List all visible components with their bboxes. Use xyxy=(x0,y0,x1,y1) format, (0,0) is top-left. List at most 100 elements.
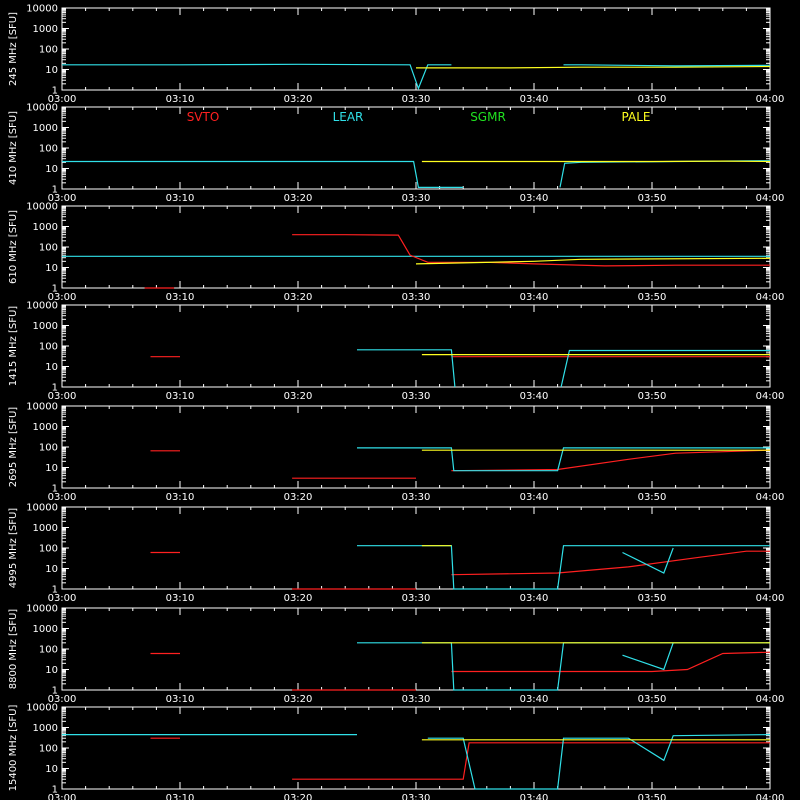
x-tick-label: 03:20 xyxy=(284,292,313,303)
y-tick-label: 100 xyxy=(39,544,58,555)
x-tick-label: 03:20 xyxy=(284,593,313,604)
y-tick-label: 1000 xyxy=(33,422,58,433)
y-tick-label: 10 xyxy=(45,263,58,274)
panel-5: 1 10 100 1000 10000 03:00 03:10 03:20 03:30 03:40… xyxy=(8,402,784,504)
y-tick-label: 10000 xyxy=(26,604,58,615)
series-lear-line xyxy=(563,64,771,67)
x-tick-label: 03:10 xyxy=(166,94,195,105)
y-tick-label: 1000 xyxy=(33,723,58,734)
x-tick-label: 03:40 xyxy=(520,793,549,800)
series-svto-line xyxy=(292,742,770,780)
x-tick-label: 03:50 xyxy=(638,292,667,303)
series-svto-line xyxy=(451,651,771,673)
x-tick-label: 03:00 xyxy=(48,391,77,402)
y-axis-label: 410 MHz [SFU] xyxy=(8,111,19,185)
y-tick-label: 10000 xyxy=(26,703,58,714)
x-tick-label: 03:10 xyxy=(166,593,195,604)
series-lear-line xyxy=(622,547,674,574)
x-tick-label: 03:30 xyxy=(402,94,431,105)
y-axis-label: 15400 MHz [SFU] xyxy=(8,705,19,792)
x-tick-label: 03:50 xyxy=(638,694,667,705)
panel-6: 1 10 100 1000 10000 03:00 03:10 03:20 03:30 03:40… xyxy=(8,503,784,605)
series-lear-line xyxy=(62,160,464,188)
x-tick-label: 04:00 xyxy=(756,292,785,303)
x-tick-label: 03:20 xyxy=(284,94,313,105)
x-tick-label: 03:10 xyxy=(166,694,195,705)
series-lear-line xyxy=(357,349,456,388)
panel-1: 1 10 100 1000 10000 03:00 03:10 03:20 03:30 03:40… xyxy=(8,4,784,106)
x-tick-label: 03:20 xyxy=(284,793,313,800)
x-tick-label: 03:00 xyxy=(48,793,77,800)
y-tick-label: 1000 xyxy=(33,624,58,635)
x-tick-label: 03:00 xyxy=(48,694,77,705)
y-axis-label: 610 MHz [SFU] xyxy=(8,210,19,284)
series-lear-line xyxy=(62,63,452,91)
x-tick-label: 03:00 xyxy=(48,292,77,303)
y-tick-label: 1000 xyxy=(33,523,58,534)
x-tick-label: 03:50 xyxy=(638,193,667,204)
y-axis-label: 1415 MHz [SFU] xyxy=(8,306,19,387)
y-axis-label: 2695 MHz [SFU] xyxy=(8,407,19,488)
y-tick-label: 10000 xyxy=(26,4,58,15)
legend-entry-lear: LEAR xyxy=(333,110,364,124)
y-tick-label: 1 xyxy=(52,585,58,596)
x-tick-label: 03:00 xyxy=(48,492,77,503)
y-tick-label: 10 xyxy=(45,362,58,373)
y-tick-label: 10000 xyxy=(26,103,58,114)
panel-7: 1 10 100 1000 10000 03:00 03:10 03:20 03:30 03:40… xyxy=(8,604,784,706)
x-tick-label: 04:00 xyxy=(756,193,785,204)
x-tick-label: 04:00 xyxy=(756,593,785,604)
x-tick-label: 03:40 xyxy=(520,593,549,604)
x-tick-label: 03:30 xyxy=(402,193,431,204)
y-tick-label: 100 xyxy=(39,744,58,755)
series-svto-line xyxy=(451,550,770,576)
x-tick-label: 03:20 xyxy=(284,492,313,503)
legend-entry-pale: PALE xyxy=(622,110,651,124)
x-tick-label: 03:20 xyxy=(284,694,313,705)
y-tick-label: 10 xyxy=(45,65,58,76)
x-tick-label: 03:50 xyxy=(638,94,667,105)
y-tick-label: 10 xyxy=(45,764,58,775)
x-tick-label: 03:20 xyxy=(284,391,313,402)
y-tick-label: 10000 xyxy=(26,202,58,213)
y-tick-label: 1000 xyxy=(33,123,58,134)
y-tick-label: 10000 xyxy=(26,503,58,514)
x-tick-label: 03:10 xyxy=(166,292,195,303)
series-lear-line xyxy=(357,447,770,472)
x-tick-label: 04:00 xyxy=(756,492,785,503)
y-tick-label: 1 xyxy=(52,284,58,295)
y-tick-label: 1 xyxy=(52,785,58,796)
y-axis-label: 245 MHz [SFU] xyxy=(8,12,19,86)
x-tick-label: 03:30 xyxy=(402,391,431,402)
x-tick-label: 04:00 xyxy=(756,694,785,705)
y-tick-label: 1 xyxy=(52,383,58,394)
x-tick-label: 03:40 xyxy=(520,193,549,204)
x-tick-label: 03:50 xyxy=(638,593,667,604)
y-tick-label: 10000 xyxy=(26,301,58,312)
series-pale-line xyxy=(415,257,771,265)
y-tick-label: 1 xyxy=(52,686,58,697)
x-tick-label: 03:30 xyxy=(402,694,431,705)
legend-entry-svto: SVTO xyxy=(187,110,220,124)
series-lear-line xyxy=(622,642,674,671)
x-tick-label: 03:30 xyxy=(402,593,431,604)
y-axis-label: 8800 MHz [SFU] xyxy=(8,609,19,690)
legend: SVTO LEAR SGMR PALE xyxy=(187,110,651,124)
y-tick-label: 100 xyxy=(39,45,58,56)
legend-entry-sgmr: SGMR xyxy=(470,110,506,124)
y-axis-label: 4995 MHz [SFU] xyxy=(8,508,19,589)
series-lear-line xyxy=(427,734,771,790)
x-tick-label: 03:20 xyxy=(284,193,313,204)
series-svto-line xyxy=(292,234,770,267)
x-tick-label: 03:40 xyxy=(520,391,549,402)
y-tick-label: 100 xyxy=(39,144,58,155)
y-tick-label: 1000 xyxy=(33,321,58,332)
y-tick-label: 100 xyxy=(39,243,58,254)
x-tick-label: 03:50 xyxy=(638,492,667,503)
x-tick-label: 03:10 xyxy=(166,793,195,800)
panel-4: 1 10 100 1000 10000 03:00 03:10 03:20 03:30 03:40… xyxy=(8,301,784,403)
x-tick-label: 03:40 xyxy=(520,694,549,705)
x-tick-label: 03:10 xyxy=(166,193,195,204)
